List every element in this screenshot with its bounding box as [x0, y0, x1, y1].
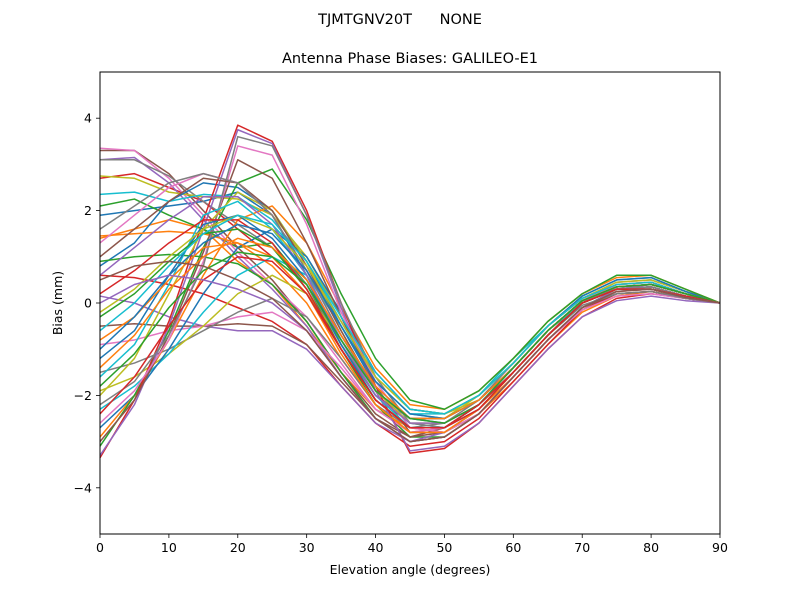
x-tick-label: 20	[230, 540, 246, 555]
series-line-12	[99, 230, 721, 434]
series-line-39	[99, 214, 721, 415]
series-line-22	[99, 205, 721, 438]
chart-title: Antenna Phase Biases: GALILEO-E1	[282, 51, 538, 67]
plot-lines	[99, 124, 721, 459]
x-tick-label: 10	[161, 540, 177, 555]
axes-frame	[99, 71, 721, 535]
series-line-18	[99, 279, 721, 429]
x-tick-label: 40	[368, 540, 384, 555]
x-tick-label: 30	[299, 540, 315, 555]
y-tick-label: 2	[84, 203, 92, 218]
y-axis-ticks: −4 −2 0 2 4	[74, 111, 100, 495]
y-tick-label: 4	[84, 111, 92, 126]
series-line-14	[99, 274, 721, 447]
series-line-45	[99, 274, 721, 443]
x-tick-label: 70	[574, 540, 590, 555]
x-tick-label: 0	[96, 540, 104, 555]
series-line-43	[99, 251, 721, 424]
series-line-40	[99, 214, 721, 415]
series-line-36	[99, 177, 721, 420]
y-tick-label: 0	[84, 296, 92, 311]
x-axis-ticks: 0 10 20 30 40 50 60 70 80 90	[96, 534, 728, 555]
figure-suptitle: TJMTGNV20T NONE	[317, 12, 482, 28]
x-tick-label: 60	[505, 540, 521, 555]
series-line-30	[99, 200, 721, 429]
x-tick-label: 50	[436, 540, 452, 555]
series-line-46	[99, 260, 721, 443]
y-tick-label: −4	[74, 480, 92, 495]
x-tick-label: 80	[643, 540, 659, 555]
series-line-41	[99, 223, 721, 420]
x-axis-label: Elevation angle (degrees)	[330, 562, 491, 577]
series-line-11	[99, 182, 721, 424]
x-tick-label: 90	[712, 540, 728, 555]
y-axis-label: Bias (mm)	[50, 271, 65, 335]
y-tick-label: −2	[74, 388, 92, 403]
series-line-4	[99, 172, 721, 429]
